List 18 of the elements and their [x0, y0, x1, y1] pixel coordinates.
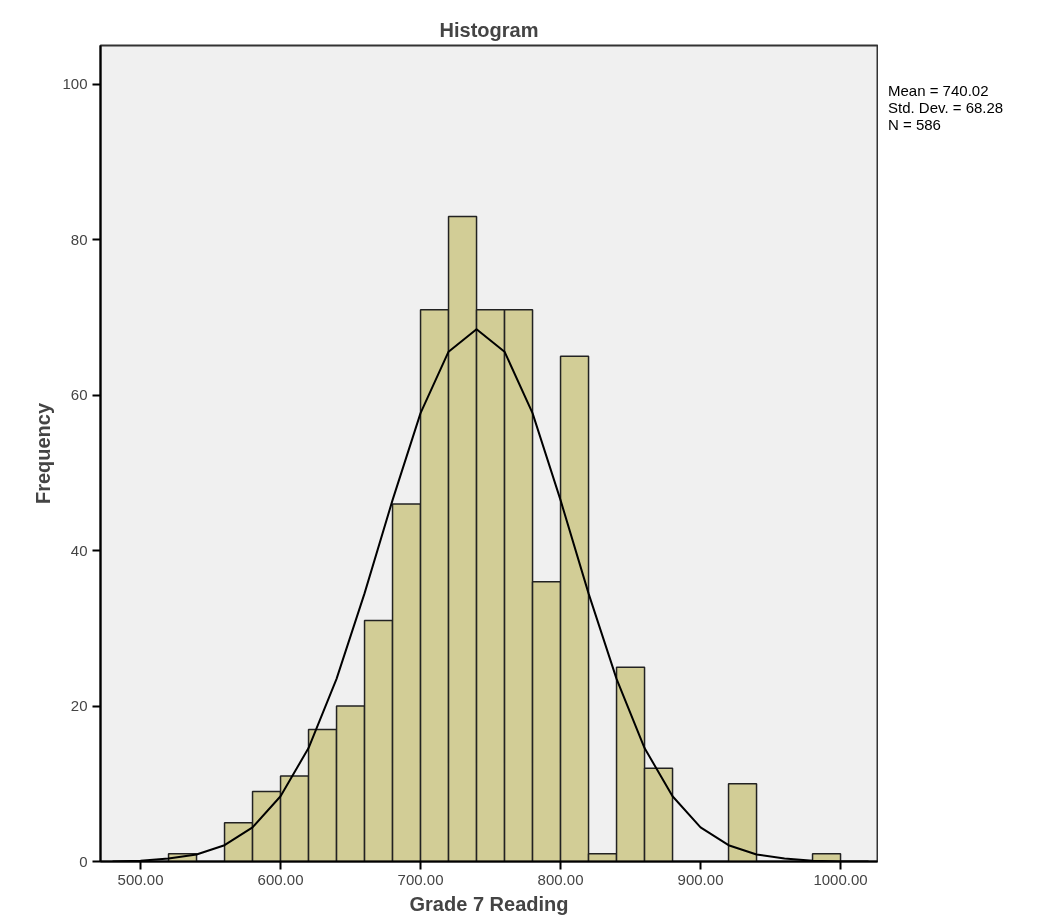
y-tick-label: 0	[79, 852, 88, 870]
y-tick-label: 20	[70, 697, 88, 715]
y-tick-label: 40	[70, 541, 88, 559]
x-tick-label: 800.00	[537, 870, 584, 888]
text: N = 586	[888, 116, 941, 133]
x-tick-label: 600.00	[257, 870, 304, 888]
y-axis-title: Frequency	[32, 402, 55, 505]
y-tick-label: 60	[70, 386, 88, 404]
x-tick-label: 1000.00	[813, 870, 868, 888]
y-tick-label: 100	[62, 75, 88, 93]
chart-title: Histogram	[439, 18, 539, 41]
text: Std. Dev. = 68.28	[888, 99, 1004, 116]
x-axis-title: Grade 7 Reading	[409, 892, 569, 915]
x-tick-label: 500.00	[117, 870, 164, 888]
text: Mean = 740.02	[888, 82, 989, 99]
x-tick-label: 900.00	[677, 870, 724, 888]
y-tick-label: 80	[70, 230, 88, 248]
x-tick-label: 700.00	[397, 870, 444, 888]
